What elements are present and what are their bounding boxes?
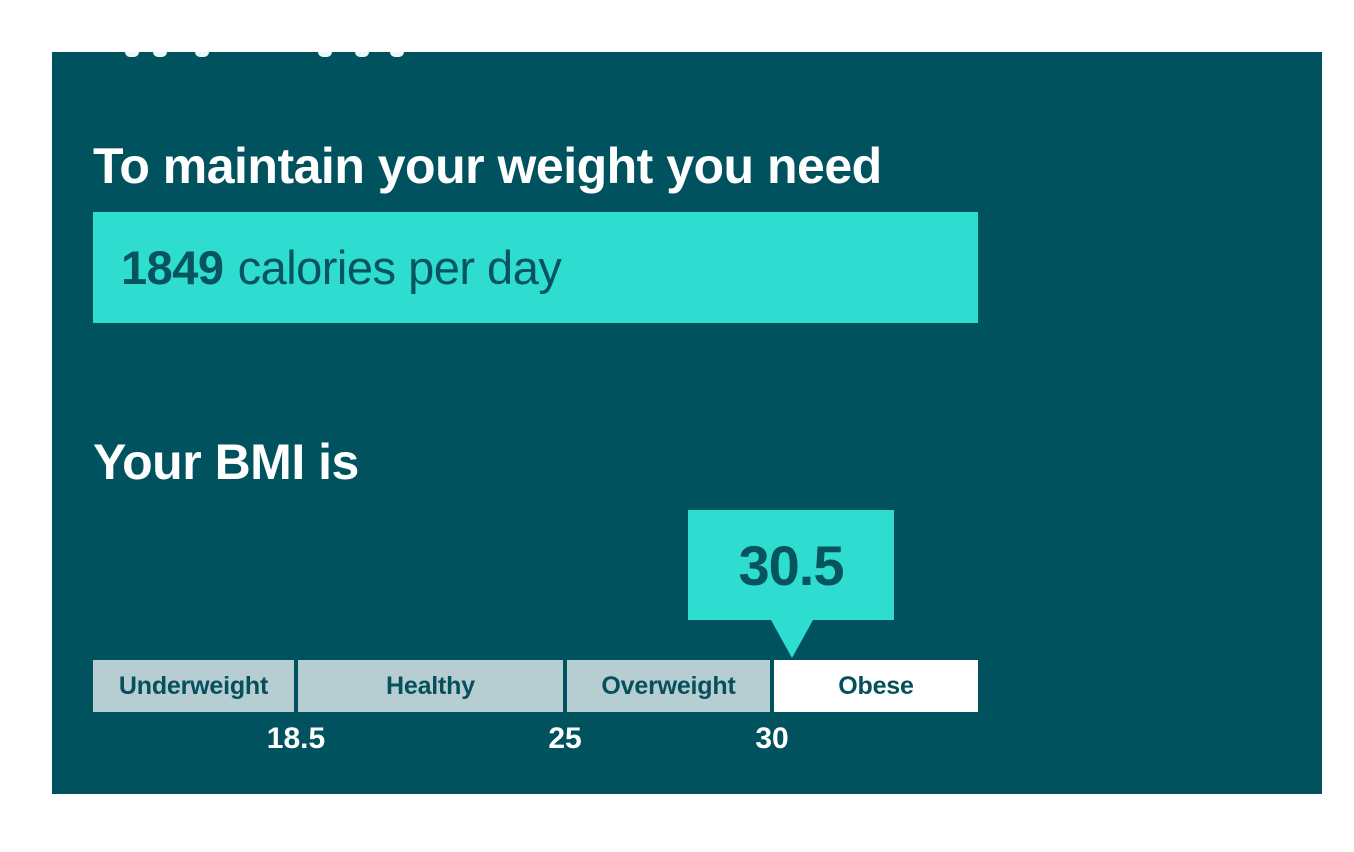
bmi-value-tooltip: 30.5 xyxy=(688,510,894,620)
bmi-scale-ticks: 18.5 25 30 xyxy=(93,722,978,758)
bmi-tick-18-5: 18.5 xyxy=(266,722,326,755)
bmi-segment-label: Healthy xyxy=(386,671,475,700)
clipped-glyph xyxy=(318,52,332,57)
bmi-segment-label: Obese xyxy=(838,671,914,700)
bmi-tick-25: 25 xyxy=(548,722,582,755)
bmi-heading: Your BMI is xyxy=(93,434,359,490)
clipped-glyph xyxy=(153,52,167,57)
bmi-scale-chart: 30.5 Underweight Healthy Overweight Obes… xyxy=(93,510,978,765)
calories-result-box: 1849 calories per day xyxy=(93,212,978,323)
bmi-segment-label: Overweight xyxy=(601,671,736,700)
clipped-glyph xyxy=(390,52,404,57)
clipped-glyph xyxy=(195,52,209,57)
bmi-scale-bar: Underweight Healthy Overweight Obese xyxy=(93,660,978,712)
clipped-glyph xyxy=(355,52,369,57)
maintain-weight-heading: To maintain your weight you need xyxy=(93,138,882,194)
calories-value: 1849 xyxy=(121,241,224,294)
clipped-glyph xyxy=(125,52,139,57)
tooltip-pointer-icon xyxy=(771,620,813,658)
bmi-tick-30: 30 xyxy=(755,722,789,755)
bmi-segment-overweight: Overweight xyxy=(567,660,770,712)
bmi-value: 30.5 xyxy=(738,533,845,597)
bmi-segment-healthy: Healthy xyxy=(298,660,563,712)
bmi-segment-label: Underweight xyxy=(118,671,269,700)
bmi-segment-underweight: Underweight xyxy=(93,660,294,712)
bmi-segment-obese: Obese xyxy=(774,660,978,712)
results-panel: To maintain your weight you need 1849 ca… xyxy=(52,52,1322,794)
calories-unit-label: calories per day xyxy=(237,241,562,294)
